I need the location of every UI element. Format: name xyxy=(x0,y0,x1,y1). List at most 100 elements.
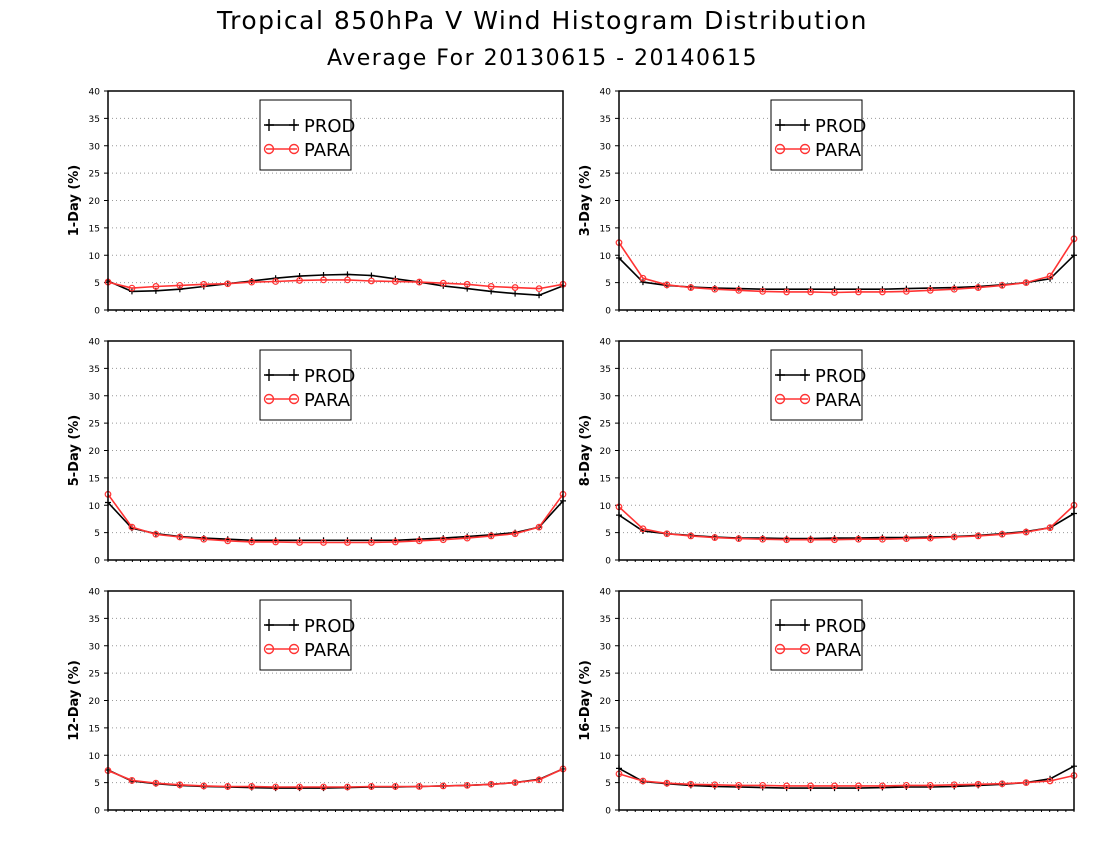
data-point-para xyxy=(783,536,791,544)
legend-marker xyxy=(775,119,785,131)
y-tick-label: 30 xyxy=(600,392,612,402)
data-point-para xyxy=(248,783,256,790)
data-point-prod xyxy=(176,286,183,293)
data-point-para xyxy=(463,280,471,288)
data-point-para xyxy=(1046,272,1054,280)
legend-label: PARA xyxy=(304,390,351,411)
legend-marker xyxy=(263,643,275,655)
y-tick-label: 0 xyxy=(94,807,100,817)
legend-label: PARA xyxy=(815,140,862,161)
y-tick-label: 0 xyxy=(94,307,100,317)
y-tick-label: 30 xyxy=(89,142,101,152)
data-point-para xyxy=(735,781,743,789)
data-point-para xyxy=(831,536,838,544)
y-tick-label: 35 xyxy=(89,115,100,125)
y-axis-label: 1-Day (%) xyxy=(67,165,82,237)
y-tick-label: 20 xyxy=(600,197,612,207)
data-point-para xyxy=(711,781,719,789)
series-line-para xyxy=(618,504,1075,541)
data-point-para xyxy=(200,535,208,543)
data-point-para xyxy=(902,287,910,295)
legend-marker xyxy=(774,393,786,405)
data-point-prod xyxy=(368,272,375,279)
legend-marker xyxy=(289,369,299,381)
data-point-para xyxy=(855,535,862,543)
data-point-para xyxy=(639,777,647,785)
data-point-para xyxy=(711,285,719,293)
data-point-para xyxy=(152,779,160,787)
data-point-para xyxy=(463,534,471,542)
data-point-para xyxy=(439,279,447,287)
y-tick-label: 35 xyxy=(89,615,100,625)
data-point-para xyxy=(487,780,495,788)
y-tick-label: 0 xyxy=(94,557,100,567)
data-point-para xyxy=(487,283,495,290)
legend-marker xyxy=(800,119,810,131)
data-point-para xyxy=(391,538,399,546)
data-point-para xyxy=(200,280,208,288)
y-tick-label: 35 xyxy=(600,615,611,625)
data-point-para xyxy=(224,783,232,790)
data-point-para xyxy=(783,288,791,296)
data-point-para xyxy=(974,284,982,291)
y-tick-label: 15 xyxy=(89,724,100,734)
y-tick-label: 10 xyxy=(89,752,101,762)
data-point-para xyxy=(1046,524,1054,532)
y-tick-label: 30 xyxy=(600,142,612,152)
data-point-para xyxy=(224,537,232,545)
data-point-para xyxy=(663,779,671,787)
legend-marker xyxy=(799,643,811,655)
plot-frame xyxy=(618,340,1075,561)
data-point-para xyxy=(855,782,862,790)
chart-subtitle: Average For 20130615 - 20140615 xyxy=(326,46,759,71)
data-point-para xyxy=(272,538,280,546)
data-point-para xyxy=(439,536,447,544)
panel-1: 0 5 10 15 20 25 30 35 40 1-Day (%) PROD PARA xyxy=(67,88,567,317)
series-line-prod xyxy=(107,273,564,297)
data-point-para xyxy=(248,278,256,286)
y-tick-label: 5 xyxy=(94,779,100,789)
legend-marker xyxy=(289,619,299,631)
data-point-para xyxy=(272,278,280,285)
data-point-para xyxy=(735,286,743,294)
data-point-para xyxy=(831,782,838,790)
y-axis-label: 16-Day (%) xyxy=(578,660,593,741)
data-point-para xyxy=(415,278,423,286)
data-point-para xyxy=(998,530,1006,538)
data-point-para xyxy=(1022,279,1030,287)
data-point-para xyxy=(535,523,543,531)
legend-marker xyxy=(800,369,810,381)
data-point-para xyxy=(391,278,399,285)
series-line-prod xyxy=(107,500,564,542)
data-point-para xyxy=(831,289,838,296)
data-point-para xyxy=(320,783,327,791)
y-tick-label: 20 xyxy=(89,697,101,707)
y-tick-label: 35 xyxy=(89,365,100,375)
data-point-para xyxy=(296,783,303,791)
y-tick-label: 0 xyxy=(605,307,611,317)
plot-frame xyxy=(107,340,564,561)
data-point-para xyxy=(176,281,184,289)
legend-marker xyxy=(263,393,275,405)
data-point-para xyxy=(535,776,543,784)
data-point-para xyxy=(320,276,327,284)
data-point-para xyxy=(687,532,695,540)
y-tick-label: 40 xyxy=(600,338,612,348)
data-point-para xyxy=(511,284,519,291)
legend-label: PARA xyxy=(815,390,862,411)
y-axis-label: 8-Day (%) xyxy=(578,415,593,487)
data-point-para xyxy=(759,535,767,543)
legend-label: PROD xyxy=(815,366,866,387)
legend-marker xyxy=(774,143,786,155)
data-point-para xyxy=(639,274,647,282)
y-tick-label: 35 xyxy=(600,365,611,375)
data-point-para xyxy=(1022,779,1030,787)
series-line-para xyxy=(618,773,1075,787)
data-point-para xyxy=(415,537,423,545)
y-tick-label: 25 xyxy=(89,670,100,680)
y-tick-label: 40 xyxy=(600,588,612,598)
data-point-para xyxy=(296,539,303,546)
data-point-para xyxy=(152,530,160,538)
legend xyxy=(770,349,863,421)
